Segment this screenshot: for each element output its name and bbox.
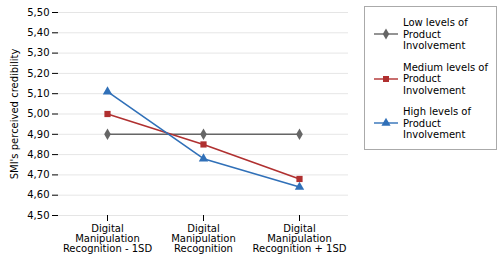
svg-text:5,40: 5,40 xyxy=(27,27,49,38)
svg-text:4,90: 4,90 xyxy=(27,129,49,140)
svg-text:5,30: 5,30 xyxy=(27,47,49,58)
svg-text:SMI's perceived credibility: SMI's perceived credibility xyxy=(9,49,20,180)
html-text:High levels of Product Involve: High levels of Product Involvement xyxy=(403,106,471,140)
svg-text:4,60: 4,60 xyxy=(27,189,49,200)
svg-text:DigitalManipulationRecognition: DigitalManipulationRecognition - 1SD xyxy=(63,223,153,254)
svg-text:DigitalManipulationRecognition: DigitalManipulationRecognition + 1SD xyxy=(252,223,346,254)
html-text:Low levels of Product Involvem: Low levels of Product Involvement xyxy=(403,17,468,51)
svg-text:DigitalManipulationRecognition: DigitalManipulationRecognition xyxy=(171,223,236,254)
svg-text:5,10: 5,10 xyxy=(27,88,49,99)
svg-text:4,70: 4,70 xyxy=(27,169,49,180)
svg-text:5,50: 5,50 xyxy=(27,7,49,18)
svg-text:4,50: 4,50 xyxy=(27,210,49,221)
svg-text:5,00: 5,00 xyxy=(27,108,49,119)
svg-text:5,20: 5,20 xyxy=(27,68,49,79)
svg-text:4,80: 4,80 xyxy=(27,149,49,160)
html-text:Medium levels of Product Invol: Medium levels of Product Involvement xyxy=(403,61,488,96)
